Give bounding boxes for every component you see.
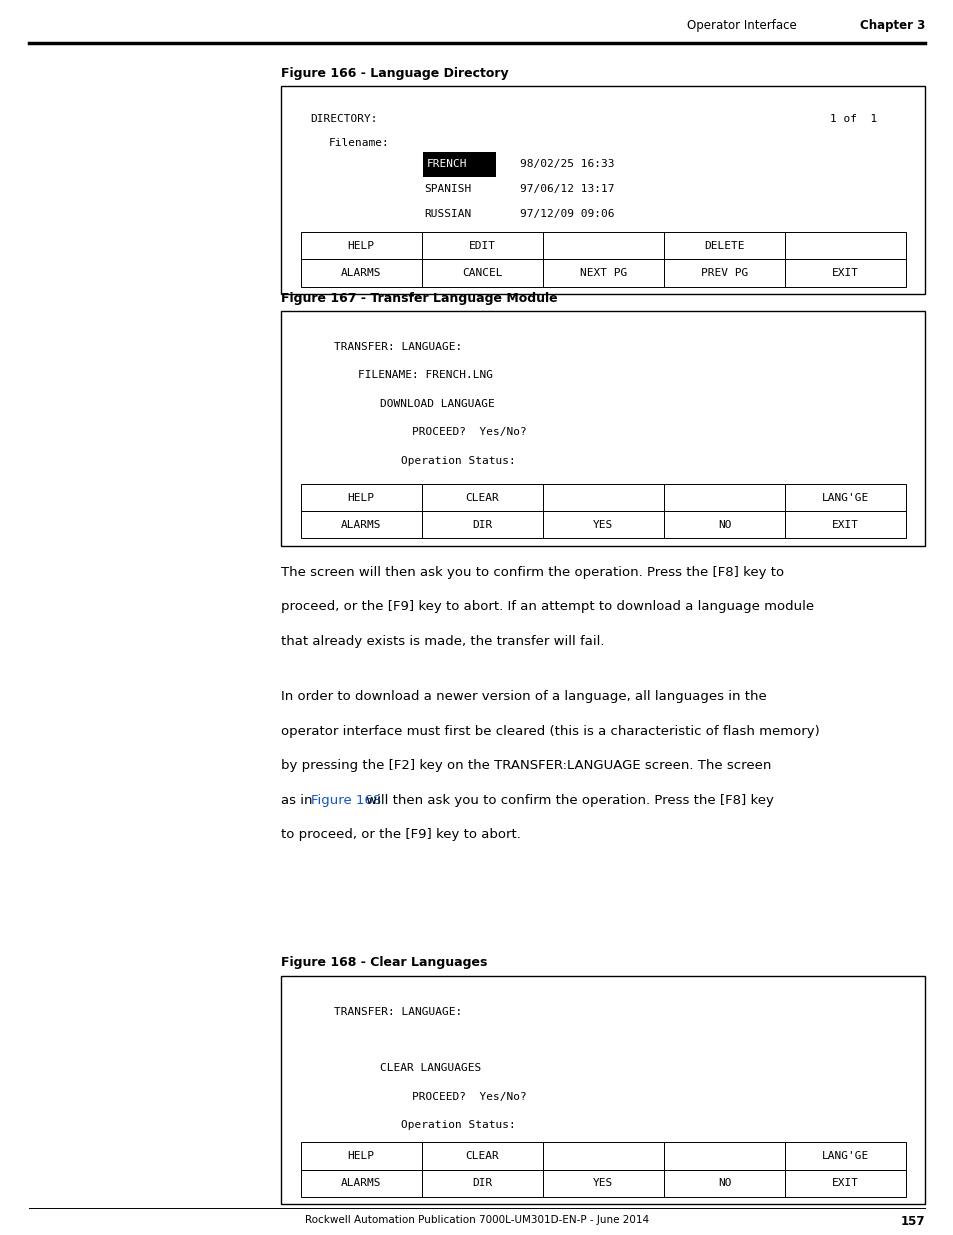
Text: Figure 166 - Language Directory: Figure 166 - Language Directory [281,67,509,80]
Bar [421,259,542,287]
Text: YES: YES [593,520,613,530]
Text: EXIT: EXIT [831,1178,859,1188]
Text: 1 of  1: 1 of 1 [829,114,877,124]
Text: proceed, or the [F9] key to abort. If an attempt to download a language module: proceed, or the [F9] key to abort. If an… [281,600,814,614]
Bar [784,232,905,259]
Bar [542,484,663,511]
Text: FILENAME: FRENCH.LNG: FILENAME: FRENCH.LNG [357,370,493,380]
Bar [542,232,663,259]
Text: HELP: HELP [347,241,375,251]
Bar [784,1142,905,1170]
Text: operator interface must first be cleared (this is a characteristic of flash memo: operator interface must first be cleared… [281,725,820,737]
Text: DIR: DIR [472,1178,492,1188]
Bar [422,152,486,177]
Bar [300,1170,421,1197]
Text: Chapter 3: Chapter 3 [860,19,924,32]
Text: PROCEED?  Yes/No?: PROCEED? Yes/No? [412,1092,526,1102]
Text: NO: NO [717,520,731,530]
Text: ALARMS: ALARMS [340,520,381,530]
Bar [784,259,905,287]
Text: Figure 168 - Clear Languages: Figure 168 - Clear Languages [281,956,487,969]
Text: TRANSFER PENDING: TRANSFER PENDING [446,484,554,494]
Bar [784,1170,905,1197]
Text: EDIT: EDIT [468,241,496,251]
Text: DIR: DIR [472,520,492,530]
Text: DIRECTORY:: DIRECTORY: [310,114,377,124]
Text: CANCEL: CANCEL [461,268,502,278]
Text: 98/02/25 16:33: 98/02/25 16:33 [519,159,614,169]
Text: FRENCH: FRENCH [426,159,466,169]
Text: YES: YES [593,1178,613,1188]
Text: CLEAR: CLEAR [465,1151,498,1161]
Text: Operation Status:: Operation Status: [400,1120,515,1130]
Bar [421,1170,542,1197]
Text: In order to download a newer version of a language, all languages in the: In order to download a newer version of … [281,690,766,703]
Text: NEXT PG: NEXT PG [579,268,626,278]
Bar [421,511,542,538]
Text: will then ask you to confirm the operation. Press the [F8] key: will then ask you to confirm the operati… [361,794,773,806]
Text: TRANSFER: LANGUAGE:: TRANSFER: LANGUAGE: [334,342,461,352]
Text: HELP: HELP [347,493,375,503]
Text: DELETE: DELETE [703,241,744,251]
Bar [663,232,784,259]
Bar [421,232,542,259]
Text: PREV PG: PREV PG [700,268,747,278]
Text: Rockwell Automation Publication 7000L-UM301D-EN-P - June 2014: Rockwell Automation Publication 7000L-UM… [305,1215,648,1225]
Text: Filename:: Filename: [329,138,390,148]
Bar [483,152,496,177]
Text: that already exists is made, the transfer will fail.: that already exists is made, the transfe… [281,635,604,648]
Text: ALARMS: ALARMS [340,1178,381,1188]
Text: 97/12/09 09:06: 97/12/09 09:06 [519,209,614,219]
Bar [300,511,421,538]
Bar [421,484,542,511]
Bar [784,511,905,538]
Text: by pressing the [F2] key on the TRANSFER:LANGUAGE screen. The screen: by pressing the [F2] key on the TRANSFER… [281,760,771,772]
Text: The screen will then ask you to confirm the operation. Press the [F8] key to: The screen will then ask you to confirm … [281,566,783,579]
Text: 97/06/12 13:17: 97/06/12 13:17 [519,184,614,194]
Text: SPANISH: SPANISH [424,184,472,194]
Text: Operator Interface: Operator Interface [686,19,796,32]
Text: HELP: HELP [347,1151,375,1161]
Text: CLEAR: CLEAR [465,493,498,503]
Bar [281,86,924,294]
Text: Figure 167 - Transfer Language Module: Figure 167 - Transfer Language Module [281,291,558,305]
Text: Operation Status:: Operation Status: [400,456,515,466]
Bar [542,259,663,287]
Bar [281,976,924,1204]
Text: to proceed, or the [F9] key to abort.: to proceed, or the [F9] key to abort. [281,829,520,841]
Bar [421,1142,542,1170]
Text: Figure 168: Figure 168 [311,794,381,806]
Bar [663,259,784,287]
Text: as in: as in [281,794,316,806]
Bar [784,484,905,511]
Bar [663,484,784,511]
Bar [542,1170,663,1197]
Text: 157: 157 [900,1215,924,1229]
Bar [300,1142,421,1170]
Text: TRANSFER: LANGUAGE:: TRANSFER: LANGUAGE: [334,1007,461,1016]
Text: PROCEED?  Yes/No?: PROCEED? Yes/No? [412,427,526,437]
Text: NO: NO [717,1178,731,1188]
Bar [663,1142,784,1170]
Text: DOWNLOAD LANGUAGE: DOWNLOAD LANGUAGE [379,399,494,409]
Text: ALARMS: ALARMS [340,268,381,278]
Bar [542,511,663,538]
Text: LANG'GE: LANG'GE [821,1151,868,1161]
Bar [663,511,784,538]
Bar [663,1170,784,1197]
Bar [281,311,924,546]
Text: EXIT: EXIT [831,520,859,530]
Bar [300,484,421,511]
Bar [300,232,421,259]
Text: CLEAR LANGUAGES: CLEAR LANGUAGES [379,1063,480,1073]
Bar [300,259,421,287]
Text: LANG'GE: LANG'GE [821,493,868,503]
Text: EXIT: EXIT [831,268,859,278]
Bar [542,1142,663,1170]
Text: RUSSIAN: RUSSIAN [424,209,472,219]
Text: CLEAR PENDING: CLEAR PENDING [446,1149,534,1158]
